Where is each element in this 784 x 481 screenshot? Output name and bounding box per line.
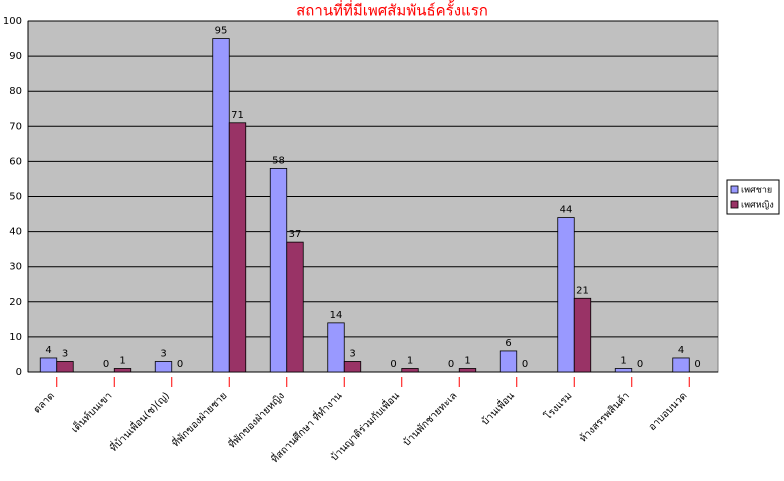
bar [286,241,304,373]
data-label: 37 [289,229,302,240]
data-label: 0 [390,359,396,370]
bar [113,368,132,373]
data-label: 0 [694,359,700,370]
bar [401,368,419,373]
legend-label: เพศหญิง [741,200,774,211]
bar [458,368,477,373]
x-tick-label: ที่พักของฝ่ายชาย [168,388,229,449]
bar [154,361,173,373]
data-label: 4 [678,345,684,356]
legend-swatch [730,200,739,209]
data-label: 3 [62,348,68,359]
bar [499,350,518,373]
data-label: 95 [215,26,228,37]
data-label: 14 [330,310,343,321]
data-label: 1 [620,355,626,366]
data-label: 4 [45,345,51,356]
data-label: 1 [119,355,125,366]
y-tick-label: 10 [9,332,22,343]
data-label: 0 [522,359,528,370]
y-tick-label: 100 [3,16,22,27]
bar [614,368,633,373]
data-label: 44 [560,205,573,216]
chart-title: สถานที่ที่มีเพศสัมพันธ์ครั้งแรก [296,0,488,20]
y-tick-label: 70 [9,121,22,132]
bar [228,122,247,373]
y-tick-label: 50 [9,192,22,203]
x-tick-label: เต็นท์บนเขา [68,388,115,435]
y-tick-label: 60 [9,156,22,167]
data-label: 71 [231,110,244,121]
x-tick-label: ห้างสรรพสินค้า [577,390,632,445]
x-tick-label: บ้านเพื่อน [478,388,517,427]
legend-swatch [730,185,739,194]
legend-label: เพศชาย [741,186,772,196]
y-tick-label: 90 [9,51,22,62]
x-tick-label: ตลาด [32,390,57,415]
data-label: 0 [103,359,109,370]
bar [269,168,288,373]
x-tick-label: ที่พักของฝ่ายหญิง [225,388,288,451]
data-label: 6 [505,338,511,349]
data-label: 0 [177,359,183,370]
y-tick-label: 20 [9,297,22,308]
y-tick-label: 30 [9,262,22,273]
data-label: 58 [272,155,285,166]
data-label: 21 [576,285,589,296]
bar [212,38,230,373]
y-tick-label: 0 [16,367,22,378]
bar [672,357,690,373]
bar [39,357,58,373]
data-label: 3 [160,348,166,359]
data-label: 0 [448,359,454,370]
x-tick-label: โรงแรม [541,389,574,422]
data-label: 1 [464,355,470,366]
x-tick-label: ที่บ้านเพื่อน(ช)(ญ) [106,388,172,454]
x-tick-label: อาบอบนวด [647,390,690,433]
bar [327,322,345,373]
data-label: 1 [407,355,413,366]
data-label: 3 [349,348,355,359]
bar [343,361,362,373]
bar [557,217,575,373]
bar [573,297,592,373]
data-label: 0 [637,359,643,370]
bar [56,361,74,373]
x-tick-label: บ้านพักชายทะเล [401,390,460,449]
y-tick-label: 40 [9,227,22,238]
y-tick-label: 80 [9,86,22,97]
